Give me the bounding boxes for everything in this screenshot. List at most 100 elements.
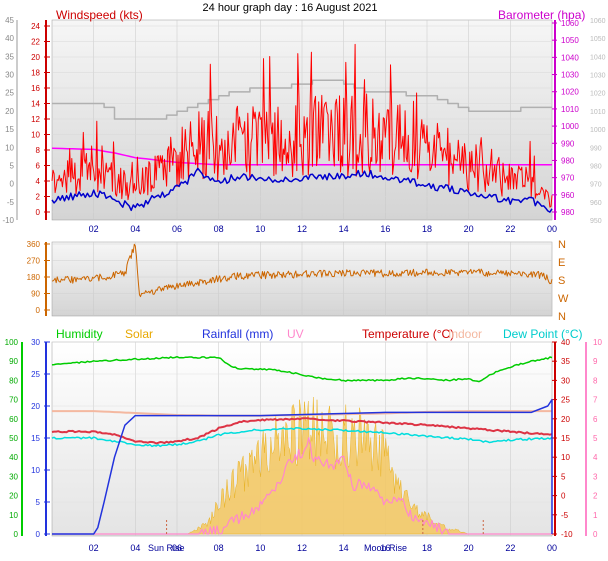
- y-tick-label: 270: [27, 257, 41, 266]
- y-tick-label: 1000: [561, 122, 579, 131]
- y-tick-label: 10: [31, 466, 40, 475]
- y-tick-label: 25: [561, 396, 570, 405]
- legend-humidity: Humidity: [56, 327, 103, 341]
- y-tick-label: 980: [590, 163, 602, 170]
- y-tick-label: 5: [10, 161, 15, 170]
- y-tick-label: 7: [593, 396, 598, 405]
- y-tick-label: 0: [36, 530, 41, 539]
- y-tick-label: 990: [590, 145, 602, 152]
- x-tick-label: 10: [255, 543, 265, 553]
- y-tick-label: 360: [27, 240, 41, 249]
- y-tick-label: 10: [561, 453, 570, 462]
- x-tick-label: 14: [339, 543, 349, 553]
- y-tick-label: 24: [31, 22, 40, 31]
- y-tick-label: 970: [561, 174, 575, 183]
- y-tick-label: 0: [36, 306, 41, 315]
- y-tick-label: 2: [593, 492, 598, 501]
- y-tick-label: 970: [590, 182, 602, 189]
- y-tick-label: 60: [9, 415, 18, 424]
- y-tick-label: 40: [9, 453, 18, 462]
- legend-uv: UV: [287, 327, 304, 341]
- y-tick-label: 1000: [590, 127, 606, 134]
- x-tick-label: 22: [505, 224, 515, 234]
- y-tick-label: 90: [9, 357, 18, 366]
- y-tick-label: 9: [593, 357, 598, 366]
- legend-solar: Solar: [125, 327, 153, 341]
- y-tick-label: 980: [561, 208, 575, 217]
- y-tick-label: 8: [36, 146, 41, 155]
- y-tick-label: 30: [5, 71, 14, 80]
- legend-indoor: Indoor: [448, 327, 482, 341]
- y-tick-label: 12: [31, 115, 40, 124]
- x-tick-label: 04: [130, 543, 140, 553]
- series-gust: [52, 79, 552, 120]
- x-tick-label: 12: [297, 224, 307, 234]
- y-tick-label: 22: [31, 38, 40, 47]
- annotation-moon-rise: Moon Rise: [364, 543, 407, 553]
- y-tick-label: 180: [27, 273, 41, 282]
- y-tick-label: 4: [36, 177, 41, 186]
- x-tick-label: 22: [505, 543, 515, 553]
- x-tick-label: 20: [464, 543, 474, 553]
- y-tick-label: 0: [10, 180, 15, 189]
- y-tick-label: 50: [9, 434, 18, 443]
- y-tick-label: -10: [561, 530, 573, 539]
- y-tick-label: 40: [561, 338, 570, 347]
- y-tick-label: 8: [593, 376, 598, 385]
- y-tick-label: 10: [31, 131, 40, 140]
- compass-label: W: [558, 293, 569, 305]
- y-tick-label: -5: [7, 198, 15, 207]
- compass-label: S: [558, 275, 565, 287]
- y-tick-label: 20: [5, 107, 14, 116]
- series-wind-direction: [51, 243, 553, 298]
- y-tick-label: 5: [593, 434, 598, 443]
- y-tick-label: 16: [31, 84, 40, 93]
- y-tick-label: 10: [5, 143, 14, 152]
- y-tick-label: 0: [36, 208, 41, 217]
- y-tick-label: 0: [14, 530, 19, 539]
- x-tick-label: 16: [380, 224, 390, 234]
- y-tick-label: 70: [9, 396, 18, 405]
- series-uv: [52, 437, 552, 535]
- x-tick-label: 02: [89, 543, 99, 553]
- y-tick-label: 1050: [561, 36, 579, 45]
- y-tick-label: 15: [5, 125, 14, 134]
- series-windspeed: [51, 43, 553, 208]
- x-tick-label: 18: [422, 543, 432, 553]
- y-tick-label: 40: [5, 34, 14, 43]
- y-tick-label: 950: [590, 218, 602, 225]
- y-tick-label: 35: [561, 357, 570, 366]
- y-tick-label: 1020: [590, 91, 606, 98]
- legend-dewpoint: Dew Point (°C): [503, 327, 582, 341]
- y-tick-label: 15: [31, 434, 40, 443]
- y-tick-label: 1030: [590, 73, 606, 80]
- y-tick-label: 1060: [590, 18, 606, 25]
- y-tick-label: 1010: [561, 105, 579, 114]
- x-tick-label: 10: [255, 224, 265, 234]
- y-tick-label: 20: [31, 402, 40, 411]
- x-tick-label: 14: [339, 224, 349, 234]
- x-tick-label: 02: [89, 224, 99, 234]
- series-dewpoint: [51, 427, 553, 448]
- x-tick-label: 08: [214, 543, 224, 553]
- y-tick-label: 10: [593, 338, 602, 347]
- y-tick-label: 1040: [561, 53, 579, 62]
- y-tick-label: -10: [2, 216, 14, 225]
- series-average-windspeed: [51, 167, 553, 213]
- compass-label: E: [558, 257, 565, 269]
- y-tick-label: 80: [9, 376, 18, 385]
- x-tick-label: 00: [547, 224, 557, 234]
- x-tick-label: 16: [380, 543, 390, 553]
- y-tick-label: 1010: [590, 109, 606, 116]
- y-tick-label: 30: [31, 338, 40, 347]
- y-tick-label: 5: [36, 498, 41, 507]
- y-tick-label: 20: [31, 53, 40, 62]
- series-temperature: [51, 417, 553, 445]
- compass-label: N: [558, 311, 566, 323]
- x-tick-label: 06: [172, 224, 182, 234]
- legend-barometer: Barometer (hpa): [498, 8, 585, 22]
- series-humidity: [51, 355, 553, 383]
- y-tick-label: 2: [36, 193, 41, 202]
- chart-title: 24 hour graph day : 16 August 2021: [203, 2, 378, 14]
